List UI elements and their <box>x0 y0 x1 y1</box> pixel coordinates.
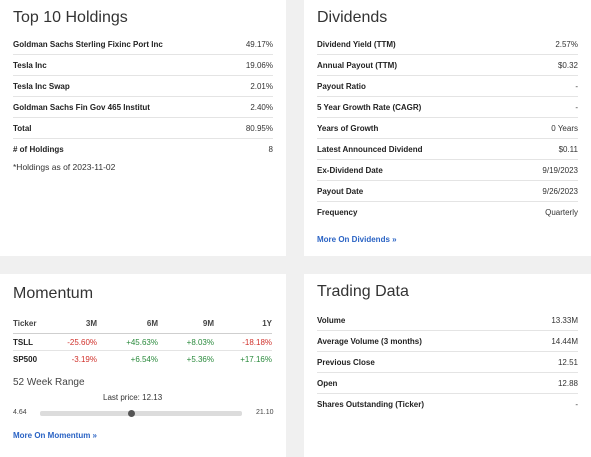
trading-row: Shares Outstanding (Ticker) - <box>317 394 578 415</box>
dividend-label: Dividend Yield (TTM) <box>317 39 396 49</box>
trading-data-list: Volume 13.33M Average Volume (3 months) 14… <box>317 310 578 415</box>
momentum-header-3m: 3M <box>85 319 97 328</box>
trading-value: 12.88 <box>557 378 578 388</box>
momentum-row-tsll: TSLL -25.60% +45.63% +8.03% -18.18% <box>13 334 272 351</box>
momentum-value-1y: -18.18% <box>242 337 272 347</box>
trading-label: Average Volume (3 months) <box>317 336 422 346</box>
holding-value: 2.01% <box>250 81 273 91</box>
trading-value: 12.51 <box>557 357 578 367</box>
dividend-label: 5 Year Growth Rate (CAGR) <box>317 102 422 112</box>
trading-value: - <box>575 400 578 409</box>
momentum-header-1y: 1Y <box>262 319 272 328</box>
momentum-value-1y: +17.16% <box>240 355 272 364</box>
holding-label: Goldman Sachs Fin Gov 465 Institut <box>13 102 150 112</box>
holding-label: Tesla Inc <box>13 60 47 70</box>
momentum-value-9m: +5.36% <box>186 355 214 364</box>
holdings-date-note: *Holdings as of 2023-11-02 <box>13 162 116 172</box>
trading-data-card: Trading Data Volume 13.33M Average Volume… <box>304 274 591 457</box>
trading-row: Previous Close 12.51 <box>317 352 578 373</box>
trading-value: 14.44M <box>551 336 578 346</box>
last-price-label: Last price: 12.13 <box>103 393 163 402</box>
holding-row: Goldman Sachs Fin Gov 465 Institut 2.40% <box>13 97 273 118</box>
dividends-card: Dividends Dividend Yield (TTM) 2.57% Annu… <box>304 0 591 256</box>
momentum-value-9m: +8.03% <box>186 337 214 347</box>
momentum-table: Ticker 3M 6M 9M 1Y TSLL -25.60% +45.63% … <box>13 314 272 368</box>
trading-data-title: Trading Data <box>317 283 409 300</box>
dividend-value: $0.32 <box>557 60 578 70</box>
trading-value: 13.33M <box>551 315 578 325</box>
more-on-momentum-link[interactable]: More On Momentum » <box>13 431 98 440</box>
holding-value: 19.06% <box>245 60 273 70</box>
holding-value: 49.17% <box>245 39 273 49</box>
momentum-row-sp500: SP500 -3.19% +6.54% +5.36% +17.16% <box>13 351 272 368</box>
dividend-label: Payout Date <box>317 186 364 196</box>
holding-label: Tesla Inc Swap <box>13 81 70 91</box>
holdings-count-row: # of Holdings 8 <box>13 139 273 160</box>
dividend-row: Annual Payout (TTM) $0.32 <box>317 55 578 76</box>
trading-row: Open 12.88 <box>317 373 578 394</box>
dividend-value: - <box>575 102 578 112</box>
dividend-label: Frequency <box>317 208 358 217</box>
holding-value: 80.95% <box>245 123 273 133</box>
holding-row: Tesla Inc 19.06% <box>13 55 273 76</box>
holding-row: Tesla Inc Swap 2.01% <box>13 76 273 97</box>
momentum-value-6m: +6.54% <box>130 355 158 364</box>
dividend-value: - <box>575 81 578 91</box>
holding-label: # of Holdings <box>13 145 64 154</box>
dividend-row: Payout Ratio - <box>317 76 578 97</box>
dividend-value: 9/19/2023 <box>542 165 578 175</box>
trading-label: Volume <box>317 315 346 325</box>
trading-row: Volume 13.33M <box>317 310 578 331</box>
dividend-label: Payout Ratio <box>317 81 366 91</box>
holdings-list: Goldman Sachs Sterling Fixinc Port Inc 49… <box>13 34 273 160</box>
holdings-total-row: Total 80.95% <box>13 118 273 139</box>
dividend-row: Frequency Quarterly <box>317 202 578 223</box>
dividend-value: 2.57% <box>555 39 578 49</box>
momentum-value-3m: -25.60% <box>67 337 97 347</box>
dividend-label: Ex-Dividend Date <box>317 165 383 175</box>
trading-label: Shares Outstanding (Ticker) <box>317 400 424 409</box>
holding-value: 2.40% <box>250 102 273 112</box>
week-range-track <box>40 411 242 416</box>
dividend-value: Quarterly <box>545 208 578 217</box>
dividend-label: Years of Growth <box>317 123 379 133</box>
momentum-header-ticker: Ticker <box>13 319 37 328</box>
dividend-row: Years of Growth 0 Years <box>317 118 578 139</box>
dividend-label: Annual Payout (TTM) <box>317 60 397 70</box>
dividend-row: Payout Date 9/26/2023 <box>317 181 578 202</box>
dividend-row: 5 Year Growth Rate (CAGR) - <box>317 97 578 118</box>
holding-row: Goldman Sachs Sterling Fixinc Port Inc 49… <box>13 34 273 55</box>
dividend-row: Ex-Dividend Date 9/19/2023 <box>317 160 578 181</box>
dividend-row: Dividend Yield (TTM) 2.57% <box>317 34 578 55</box>
top-holdings-title: Top 10 Holdings <box>13 9 128 26</box>
momentum-header-6m: 6M <box>146 319 158 328</box>
holding-label: Goldman Sachs Sterling Fixinc Port Inc <box>13 39 163 49</box>
holding-label: Total <box>13 123 32 133</box>
range-low-value: 4.64 <box>13 409 27 416</box>
last-price-marker <box>128 410 136 417</box>
top-holdings-card: Top 10 Holdings Goldman Sachs Sterling F… <box>0 0 286 256</box>
trading-row: Average Volume (3 months) 14.44M <box>317 331 578 352</box>
momentum-title: Momentum <box>13 285 94 302</box>
dividend-value: $0.11 <box>558 144 578 154</box>
dividend-value: 0 Years <box>551 123 578 133</box>
momentum-value-3m: -3.19% <box>71 355 97 364</box>
trading-label: Open <box>317 378 338 388</box>
holding-value: 8 <box>268 145 273 154</box>
momentum-ticker: TSLL <box>13 337 33 347</box>
momentum-header-row: Ticker 3M 6M 9M 1Y <box>13 314 272 334</box>
dividend-row: Latest Announced Dividend $0.11 <box>317 139 578 160</box>
momentum-value-6m: +45.63% <box>126 337 158 347</box>
dividends-list: Dividend Yield (TTM) 2.57% Annual Payout … <box>317 34 578 223</box>
dividends-title: Dividends <box>317 9 388 26</box>
momentum-header-9m: 9M <box>202 319 214 328</box>
dividend-value: 9/26/2023 <box>542 186 578 196</box>
week-range-title: 52 Week Range <box>13 377 85 388</box>
momentum-ticker: SP500 <box>13 355 38 364</box>
range-high-value: 21.10 <box>256 409 274 416</box>
more-on-dividends-link[interactable]: More On Dividends » <box>317 235 397 244</box>
dividend-label: Latest Announced Dividend <box>317 144 423 154</box>
trading-label: Previous Close <box>317 357 375 367</box>
momentum-card <box>0 274 286 457</box>
